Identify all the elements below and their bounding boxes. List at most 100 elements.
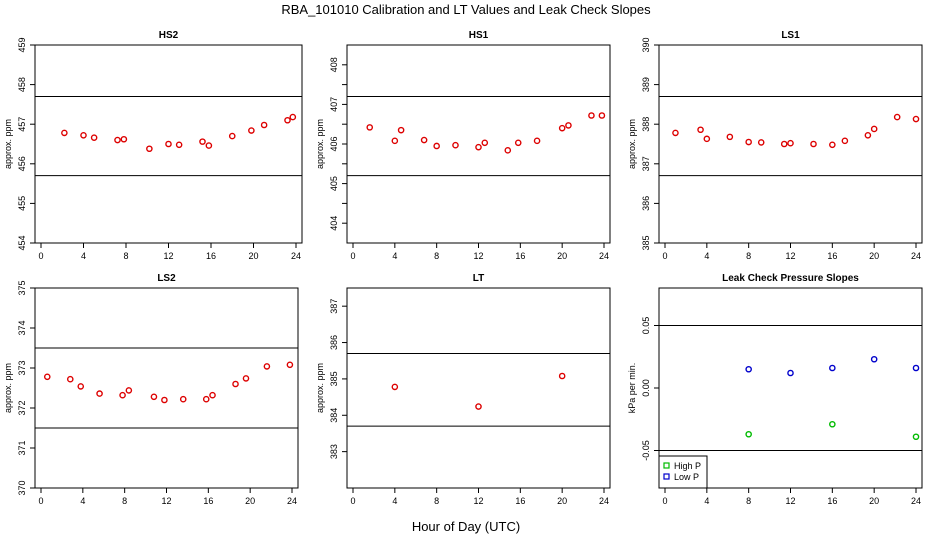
y-tick-label: 0.05 — [641, 317, 651, 335]
x-tick-label: 12 — [473, 251, 483, 261]
y-axis-label: approx. ppm — [3, 119, 13, 169]
y-tick-label: 386 — [641, 196, 651, 211]
chart-panel-hs2: HS2 approx. ppm 0 4 8 12 16 20 24 454 455 456 457 458… — [3, 30, 303, 261]
y-axis-label: approx. ppm — [315, 119, 325, 169]
chart-panel-ls2: LS2 approx. ppm 0 4 8 12 16 20 24 370 371 372 373 374… — [3, 273, 299, 506]
data-point — [787, 369, 794, 377]
x-tick-label: 16 — [827, 251, 837, 261]
x-tick-label: 8 — [122, 496, 127, 506]
data-point — [475, 403, 482, 410]
y-tick-label: 390 — [641, 37, 651, 52]
data-point — [780, 140, 788, 148]
data-point — [165, 140, 172, 148]
y-tick-label: 404 — [329, 216, 339, 231]
data-point — [284, 116, 291, 124]
data-point — [726, 133, 734, 141]
x-tick-label: 16 — [827, 496, 837, 506]
data-point — [810, 140, 817, 148]
data-point — [90, 134, 98, 141]
data-point — [248, 127, 255, 134]
data-point — [120, 135, 128, 143]
x-tick-label: 16 — [206, 251, 216, 261]
data-point — [289, 113, 297, 121]
y-tick-label: 374 — [17, 320, 27, 335]
data-point — [588, 112, 595, 119]
data-point — [179, 395, 187, 403]
panel-title: LT — [473, 273, 484, 284]
x-tick-label: 20 — [869, 496, 879, 506]
y-tick-label: 383 — [329, 444, 339, 459]
panel-title: LS1 — [781, 30, 800, 41]
data-point — [504, 147, 512, 154]
panel-title: LS2 — [157, 273, 176, 284]
y-tick-label: -0.05 — [641, 440, 651, 461]
chart-panel-lt: LT approx. ppm 0 4 8 12 16 20 24 383 384 385 386 387 — [315, 273, 611, 506]
figure-title: RBA_101010 Calibration and LT Values and… — [281, 2, 651, 17]
x-axis-label: Hour of Day (UTC) — [412, 519, 520, 534]
data-point — [533, 137, 541, 145]
data-point — [61, 129, 68, 137]
data-point — [66, 375, 74, 383]
data-point — [672, 129, 679, 137]
y-tick-label: 375 — [17, 280, 27, 295]
data-point — [757, 139, 765, 146]
y-axis-label: approx. ppm — [315, 363, 325, 413]
legend-marker — [663, 462, 670, 469]
x-tick-label: 0 — [662, 251, 667, 261]
plot-frame — [658, 44, 923, 244]
y-tick-label: 385 — [329, 371, 339, 386]
x-tick-label: 8 — [434, 496, 439, 506]
data-point — [565, 122, 572, 129]
data-point — [125, 387, 133, 394]
data-point — [209, 391, 216, 399]
x-tick-label: 24 — [599, 251, 609, 261]
x-tick-label: 8 — [746, 251, 751, 261]
y-axis-label: approx. ppm — [3, 363, 13, 413]
x-tick-label: 0 — [350, 251, 355, 261]
data-point — [263, 363, 271, 370]
x-tick-label: 20 — [248, 251, 258, 261]
y-tick-label: 372 — [17, 400, 27, 415]
data-point — [228, 132, 236, 140]
y-tick-label: 389 — [641, 77, 651, 92]
x-tick-label: 0 — [38, 496, 43, 506]
data-point — [514, 139, 522, 147]
legend-box — [658, 455, 708, 489]
data-point — [80, 131, 87, 139]
data-point — [366, 124, 374, 131]
x-tick-label: 24 — [599, 496, 609, 506]
y-tick-label: 455 — [17, 196, 27, 211]
data-point — [96, 390, 103, 397]
data-point — [420, 136, 428, 144]
x-tick-label: 0 — [350, 496, 355, 506]
y-tick-label: 457 — [17, 117, 27, 132]
y-tick-label: 384 — [329, 408, 339, 423]
chart-panel-leak: Leak Check Pressure Slopes kPa per min. 0 4… — [627, 273, 923, 506]
data-point — [161, 396, 168, 404]
data-point — [202, 395, 210, 403]
y-tick-label: 458 — [17, 77, 27, 92]
chart-panel-ls1: LS1 approx. ppm 0 4 8 12 16 20 24 385 386 387 388 389… — [627, 30, 923, 261]
x-tick-label: 4 — [392, 251, 397, 261]
y-tick-label: 371 — [17, 440, 27, 455]
data-point — [598, 112, 606, 119]
data-point — [242, 375, 250, 382]
y-tick-label: 370 — [17, 480, 27, 495]
y-tick-label: 459 — [17, 37, 27, 52]
y-tick-label: 386 — [329, 335, 339, 350]
y-axis-label: kPa per min. — [627, 363, 637, 414]
y-tick-label: 408 — [329, 57, 339, 72]
data-point — [452, 141, 459, 149]
data-point — [286, 361, 294, 369]
data-point — [397, 126, 405, 134]
panel-title: HS1 — [469, 30, 489, 41]
x-tick-label: 12 — [161, 496, 171, 506]
x-tick-label: 4 — [81, 251, 86, 261]
data-point — [43, 373, 51, 381]
x-tick-label: 16 — [515, 496, 525, 506]
panel-title: Leak Check Pressure Slopes — [722, 273, 859, 284]
data-point — [745, 430, 752, 438]
y-tick-label: 406 — [329, 136, 339, 151]
x-tick-label: 8 — [123, 251, 128, 261]
